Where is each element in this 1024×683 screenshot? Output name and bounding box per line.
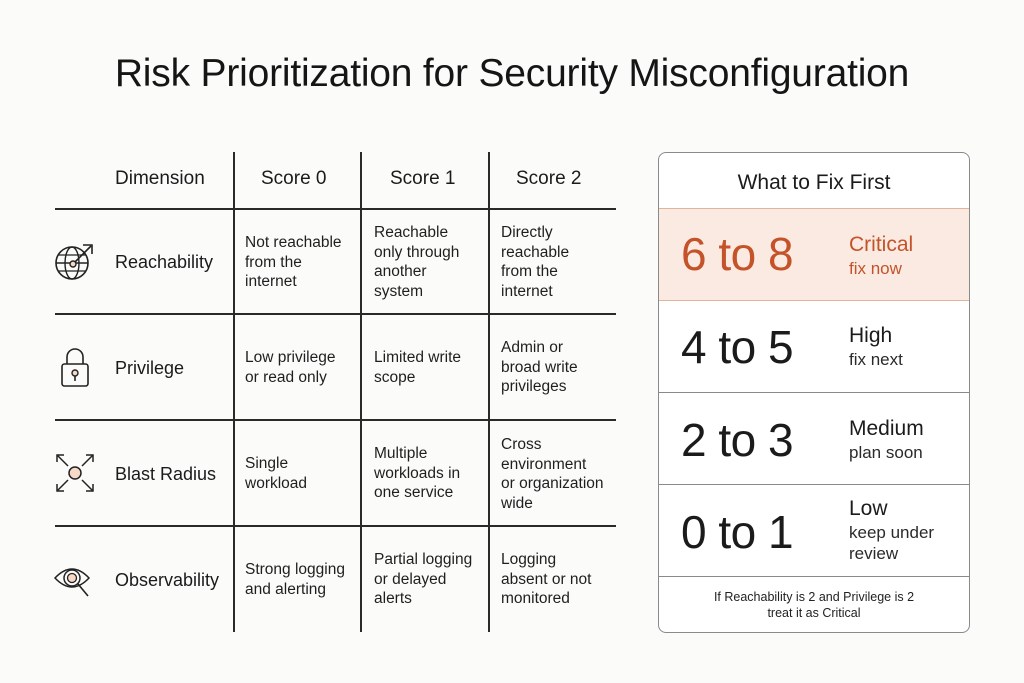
- tier-action: fix now: [849, 259, 902, 278]
- tier-action: keep under review: [849, 523, 935, 563]
- cell-privilege-score-0: Low privilege or read only: [245, 349, 336, 386]
- tier-range: 6 to 8: [681, 228, 794, 280]
- table-divider: [55, 419, 616, 421]
- cell-reachability-score-2: Directly reachable from the internet: [501, 224, 570, 300]
- cell-blast-radius-score-2: Cross environment or organization wide: [501, 436, 604, 512]
- tier-high: 4 to 5 High fix next: [659, 300, 969, 391]
- page-title: Risk Prioritization for Security Misconf…: [114, 52, 910, 95]
- tier-level: Critical: [849, 233, 914, 256]
- dimension-observability: Observability: [115, 570, 220, 590]
- dimension-blast-radius: Blast Radius: [115, 464, 217, 484]
- eye-magnifier-icon: [53, 568, 91, 597]
- tier-low: 0 to 1 Low keep under review: [659, 484, 969, 576]
- fix-priority-panel: What to Fix First 6 to 8 Critical fix no…: [658, 152, 970, 633]
- header-score-2: Score 2: [516, 168, 582, 189]
- cell-reachability-score-0: Not reachable from the internet: [245, 234, 342, 290]
- cell-observability-score-2: Logging absent or not monitored: [501, 551, 592, 607]
- globe-arrow-icon: [55, 244, 93, 280]
- lock-icon: [61, 348, 89, 387]
- table-divider: [55, 313, 616, 315]
- tier-level: Medium: [849, 417, 924, 440]
- tier-action: fix next: [849, 350, 903, 369]
- cell-privilege-score-1: Limited write scope: [374, 349, 461, 386]
- tier-level: Low: [849, 497, 888, 520]
- panel-title: What to Fix First: [737, 171, 891, 194]
- expand-arrows-icon: [56, 454, 94, 492]
- tier-medium: 2 to 3 Medium plan soon: [659, 392, 969, 484]
- tier-critical: 6 to 8 Critical fix now: [659, 208, 969, 301]
- tier-range: 2 to 3: [681, 414, 794, 466]
- tier-range: 4 to 5: [681, 321, 794, 373]
- table-divider: [360, 152, 362, 632]
- header-dimension: Dimension: [115, 168, 205, 189]
- table-divider: [55, 208, 616, 210]
- cell-blast-radius-score-0: Single workload: [245, 455, 308, 492]
- cell-reachability-score-1: Reachable only through another system: [374, 224, 460, 300]
- header-score-0: Score 0: [261, 168, 327, 189]
- cell-observability-score-0: Strong logging and alerting: [245, 561, 345, 598]
- table-divider: [55, 525, 616, 527]
- header-score-1: Score 1: [390, 168, 456, 189]
- tier-range: 0 to 1: [681, 506, 794, 558]
- cell-observability-score-1: Partial logging or delayed alerts: [374, 551, 473, 607]
- table-divider: [233, 152, 235, 632]
- tier-action: plan soon: [849, 443, 923, 462]
- cell-privilege-score-2: Admin or broad write privileges: [501, 339, 578, 395]
- dimension-reachability: Reachability: [115, 252, 214, 272]
- dimension-privilege: Privilege: [115, 358, 185, 378]
- tier-level: High: [849, 324, 893, 347]
- cell-blast-radius-score-1: Multiple workloads in one service: [374, 445, 461, 501]
- table-divider: [488, 152, 490, 632]
